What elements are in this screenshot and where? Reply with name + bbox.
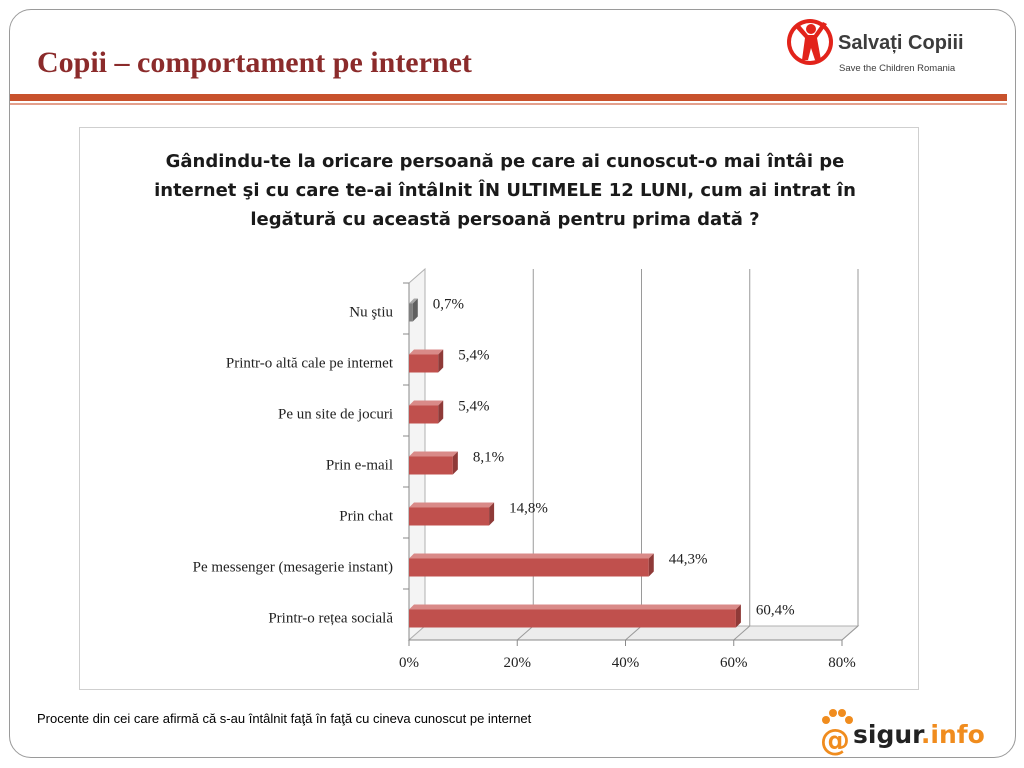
- bar-end: [489, 502, 495, 526]
- category-label: Pe messenger (mesagerie instant): [193, 560, 393, 576]
- gridline-floor: [733, 625, 751, 641]
- logo-name: Salvați Copiii: [838, 32, 964, 54]
- title-divider: [10, 94, 1007, 101]
- bar: [409, 303, 413, 322]
- chart-container: [79, 127, 919, 690]
- category-label: Nu ştiu: [349, 305, 393, 321]
- bar: [409, 558, 649, 577]
- bar-top: [409, 298, 418, 304]
- bar-end: [735, 604, 741, 628]
- gridline-floor: [516, 625, 534, 641]
- sigur-wordmark: sigur.info: [853, 720, 985, 749]
- data-label: 0,7%: [433, 297, 464, 313]
- bar-end: [648, 553, 654, 577]
- bar-top: [409, 553, 654, 559]
- child-figure-icon: [787, 19, 833, 65]
- bar: [409, 354, 439, 373]
- bar: [409, 456, 453, 475]
- data-label: 5,4%: [458, 348, 489, 364]
- bar: [409, 507, 490, 526]
- category-label: Printr-o rețea socială: [268, 611, 393, 627]
- chart-title: Gândindu-te la oricare persoană pe care …: [154, 151, 856, 230]
- bar-top: [409, 400, 444, 406]
- sigur-domain: .info: [920, 720, 985, 749]
- bar-end: [438, 400, 444, 424]
- data-label: 44,3%: [669, 552, 708, 568]
- x-tick-label: 20%: [504, 655, 532, 671]
- category-label: Pe un site de jocuri: [278, 407, 393, 423]
- gridline-floor: [841, 625, 859, 641]
- footnote: Procente din cei care afirmă că s-au înt…: [37, 711, 532, 726]
- data-label: 60,4%: [756, 603, 795, 619]
- x-tick-label: 80%: [828, 655, 856, 671]
- bar-top: [409, 451, 458, 457]
- at-sign: @: [820, 723, 850, 758]
- x-tick-label: 40%: [612, 655, 640, 671]
- bar-end: [452, 451, 458, 475]
- gridline-floor: [625, 625, 642, 641]
- data-label: 14,8%: [509, 501, 548, 517]
- bar-top: [409, 502, 495, 508]
- category-label: Printr-o altă cale pe internet: [226, 356, 394, 372]
- bar-top: [409, 604, 741, 610]
- x-tick-label: 60%: [720, 655, 748, 671]
- page-title: Copii – comportament pe internet: [37, 46, 472, 79]
- title-divider-thin: [10, 103, 1007, 105]
- bar: [409, 609, 736, 628]
- bar-end: [412, 298, 418, 322]
- data-label: 5,4%: [458, 399, 489, 415]
- x-tick-label: 0%: [399, 655, 419, 671]
- bar-top: [409, 349, 444, 355]
- data-label: 8,1%: [473, 450, 504, 466]
- bar: [409, 405, 439, 424]
- category-label: Prin e-mail: [326, 458, 393, 474]
- category-label: Prin chat: [339, 509, 394, 525]
- logo-subtitle: Save the Children Romania: [839, 63, 956, 74]
- sigur-name: sigur: [853, 720, 921, 749]
- paw-print-icon: @: [820, 709, 853, 758]
- bar-end: [438, 349, 444, 373]
